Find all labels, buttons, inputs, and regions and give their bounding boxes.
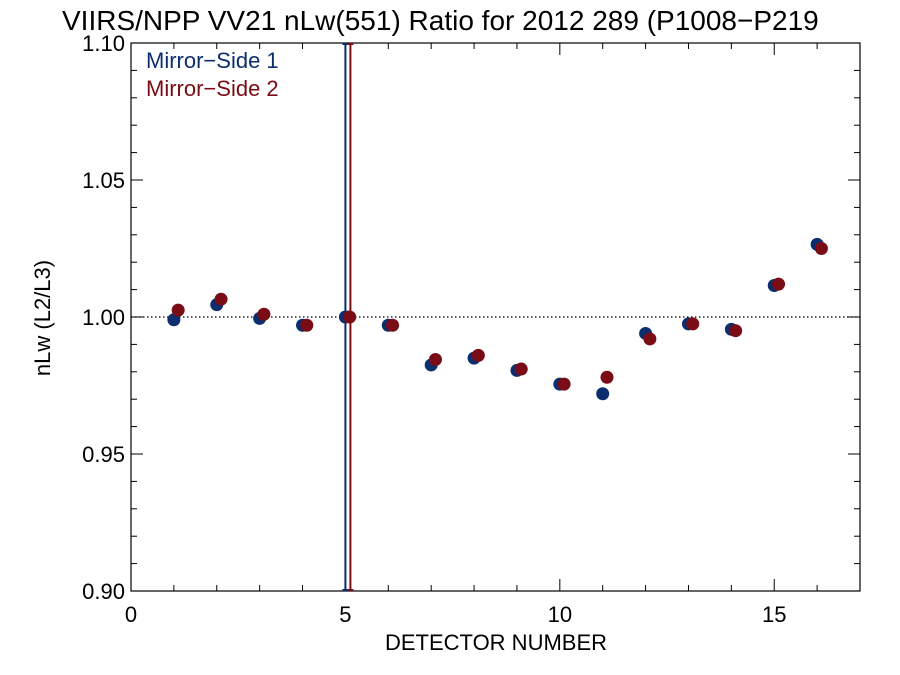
data-point-2 [300,318,314,332]
data-point-2 [814,242,828,255]
axis-ticks: 0 5 10 15 0.90 0.95 1.00 1.05 1.10 [82,31,861,627]
y-tick-label: 1.05 [82,168,125,193]
legend-entry: Mirror−Side 1 [146,48,279,73]
legend-entry: Mirror−Side 2 [146,76,279,101]
data-point-2 [386,318,400,332]
data-point-2 [729,324,743,338]
data-point-2 [471,348,485,362]
x-tick-label: 15 [762,602,786,627]
data-point-2 [257,307,271,321]
y-tick-label: 1.00 [82,305,125,330]
data-point-2 [772,277,786,291]
data-points [167,237,828,401]
data-point-2 [214,292,228,306]
data-point-1 [596,387,610,401]
x-tick-label: 0 [125,602,137,627]
x-axis-label: DETECTOR NUMBER [385,630,607,655]
data-point-2 [557,377,571,391]
data-point-2 [428,352,442,366]
y-tick-label: 0.90 [82,579,125,604]
y-tick-label: 1.10 [82,31,125,56]
x-tick-label: 10 [548,602,572,627]
data-point-2 [600,370,614,384]
data-point-2 [171,303,185,317]
data-point-2 [686,317,700,331]
data-point-2 [643,332,657,346]
legend: Mirror−Side 1 Mirror−Side 2 [146,48,279,101]
data-point-2 [514,362,528,376]
x-tick-label: 5 [339,602,351,627]
y-axis-label: nLw (L2/L3) [30,260,55,376]
chart-title: VIIRS/NPP VV21 nLw(551) Ratio for 2012 2… [62,5,819,36]
data-point-2 [343,310,357,324]
y-tick-label: 0.95 [82,442,125,467]
